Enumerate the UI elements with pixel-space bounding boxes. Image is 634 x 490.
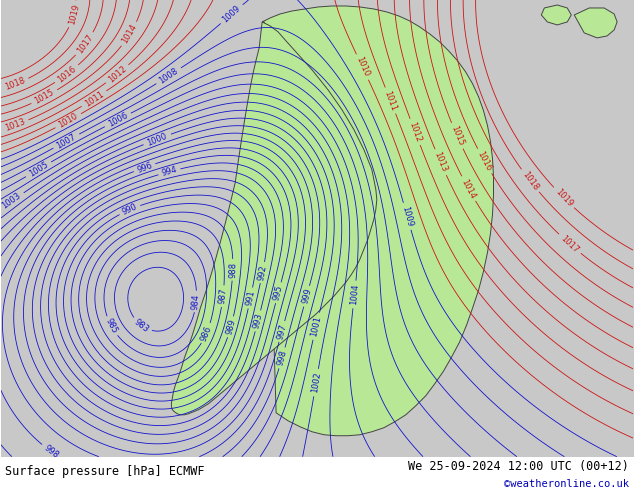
Text: 1017: 1017 (559, 233, 581, 254)
Text: 1010: 1010 (57, 112, 80, 130)
Text: 1012: 1012 (407, 121, 423, 143)
Text: 1005: 1005 (27, 160, 50, 179)
Text: ©weatheronline.co.uk: ©weatheronline.co.uk (504, 479, 629, 489)
Text: 1013: 1013 (432, 151, 449, 173)
Text: 1019: 1019 (553, 187, 574, 208)
Text: 1003: 1003 (1, 191, 23, 211)
Text: 1018: 1018 (3, 76, 26, 92)
Text: 1015: 1015 (449, 124, 465, 147)
Text: 1013: 1013 (3, 117, 26, 133)
Text: 1007: 1007 (55, 132, 78, 150)
Text: 984: 984 (191, 293, 202, 310)
Text: 1000: 1000 (146, 131, 169, 147)
Text: 1016: 1016 (476, 150, 493, 172)
Text: 1011: 1011 (382, 89, 398, 112)
Text: 995: 995 (272, 284, 285, 301)
Text: 1009: 1009 (400, 205, 414, 228)
Text: 1012: 1012 (107, 64, 128, 84)
Text: 994: 994 (160, 165, 178, 178)
Text: 1006: 1006 (107, 111, 129, 129)
Polygon shape (262, 6, 493, 436)
Text: Surface pressure [hPa] ECMWF: Surface pressure [hPa] ECMWF (5, 465, 205, 478)
Text: 1008: 1008 (157, 66, 180, 85)
Text: 983: 983 (133, 317, 151, 334)
Text: 992: 992 (257, 264, 268, 281)
Text: 1014: 1014 (460, 177, 477, 200)
Text: 1018: 1018 (520, 170, 540, 192)
Text: 1001: 1001 (309, 315, 323, 338)
Text: 1016: 1016 (56, 64, 78, 84)
Polygon shape (171, 22, 377, 415)
Text: 988: 988 (228, 262, 238, 278)
Text: 991: 991 (245, 290, 256, 307)
Text: 997: 997 (276, 323, 288, 340)
Text: 996: 996 (136, 160, 153, 174)
Text: 985: 985 (104, 317, 119, 335)
Polygon shape (574, 8, 617, 38)
Text: 1010: 1010 (354, 55, 371, 78)
Text: 1015: 1015 (33, 88, 56, 106)
Text: 1019: 1019 (67, 3, 81, 25)
Text: 986: 986 (199, 324, 214, 343)
Text: 987: 987 (217, 288, 228, 305)
Polygon shape (541, 5, 571, 25)
Text: 1014: 1014 (120, 23, 139, 46)
Text: 998: 998 (276, 349, 288, 367)
Text: 990: 990 (120, 202, 139, 217)
Text: 999: 999 (301, 288, 313, 305)
Text: 998: 998 (42, 443, 60, 460)
Text: 1002: 1002 (310, 371, 322, 393)
Text: 1009: 1009 (221, 4, 242, 24)
Text: 989: 989 (224, 318, 237, 336)
Text: 993: 993 (252, 312, 264, 330)
Text: 1004: 1004 (349, 284, 360, 305)
Text: 1017: 1017 (75, 33, 95, 55)
Text: We 25-09-2024 12:00 UTC (00+12): We 25-09-2024 12:00 UTC (00+12) (408, 460, 629, 472)
Text: 1011: 1011 (83, 89, 105, 108)
